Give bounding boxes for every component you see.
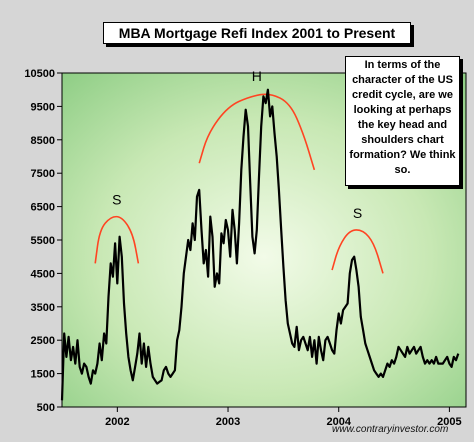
- pattern-arcs: [94, 93, 384, 274]
- pattern-arc: [94, 215, 140, 264]
- y-tick-label: 7500: [31, 168, 55, 180]
- y-tick-label: 10500: [24, 68, 55, 80]
- pattern-arc: [198, 93, 316, 171]
- chart-title: MBA Mortgage Refi Index 2001 to Present: [103, 22, 411, 44]
- y-tick-label: 3500: [31, 302, 55, 314]
- y-tick-label: 9500: [31, 101, 55, 113]
- x-tick-label: 2003: [216, 416, 240, 428]
- series-layer: [60, 88, 460, 401]
- pattern-label: H: [252, 68, 262, 84]
- refi-index-line: [60, 88, 460, 401]
- y-tick-label: 8500: [31, 135, 55, 147]
- y-tick-label: 2500: [31, 335, 55, 347]
- x-tick-label: 2005: [437, 416, 461, 428]
- y-axis: 500 1500 2500 3500 4500 5500 6500 7500 8500 9500 1…: [24, 68, 62, 414]
- pattern-label: S: [112, 192, 121, 208]
- credit-text: www.contraryinvestor.com: [332, 424, 449, 435]
- x-tick-label: 2004: [326, 416, 351, 428]
- y-tick-label: 500: [37, 402, 55, 414]
- pattern-arc: [331, 229, 384, 274]
- y-tick-label: 6500: [31, 202, 55, 214]
- y-tick-label: 5500: [31, 235, 55, 247]
- y-tick-label: 1500: [31, 369, 55, 381]
- pattern-labels: S H S: [112, 68, 362, 221]
- x-tick-label: 2002: [105, 416, 129, 428]
- x-axis: 2002 2003 2004 2005: [105, 407, 462, 428]
- y-tick-label: 4500: [31, 268, 55, 280]
- annotation-box: In terms of the character of the US cred…: [345, 56, 460, 186]
- pattern-label: S: [353, 205, 362, 221]
